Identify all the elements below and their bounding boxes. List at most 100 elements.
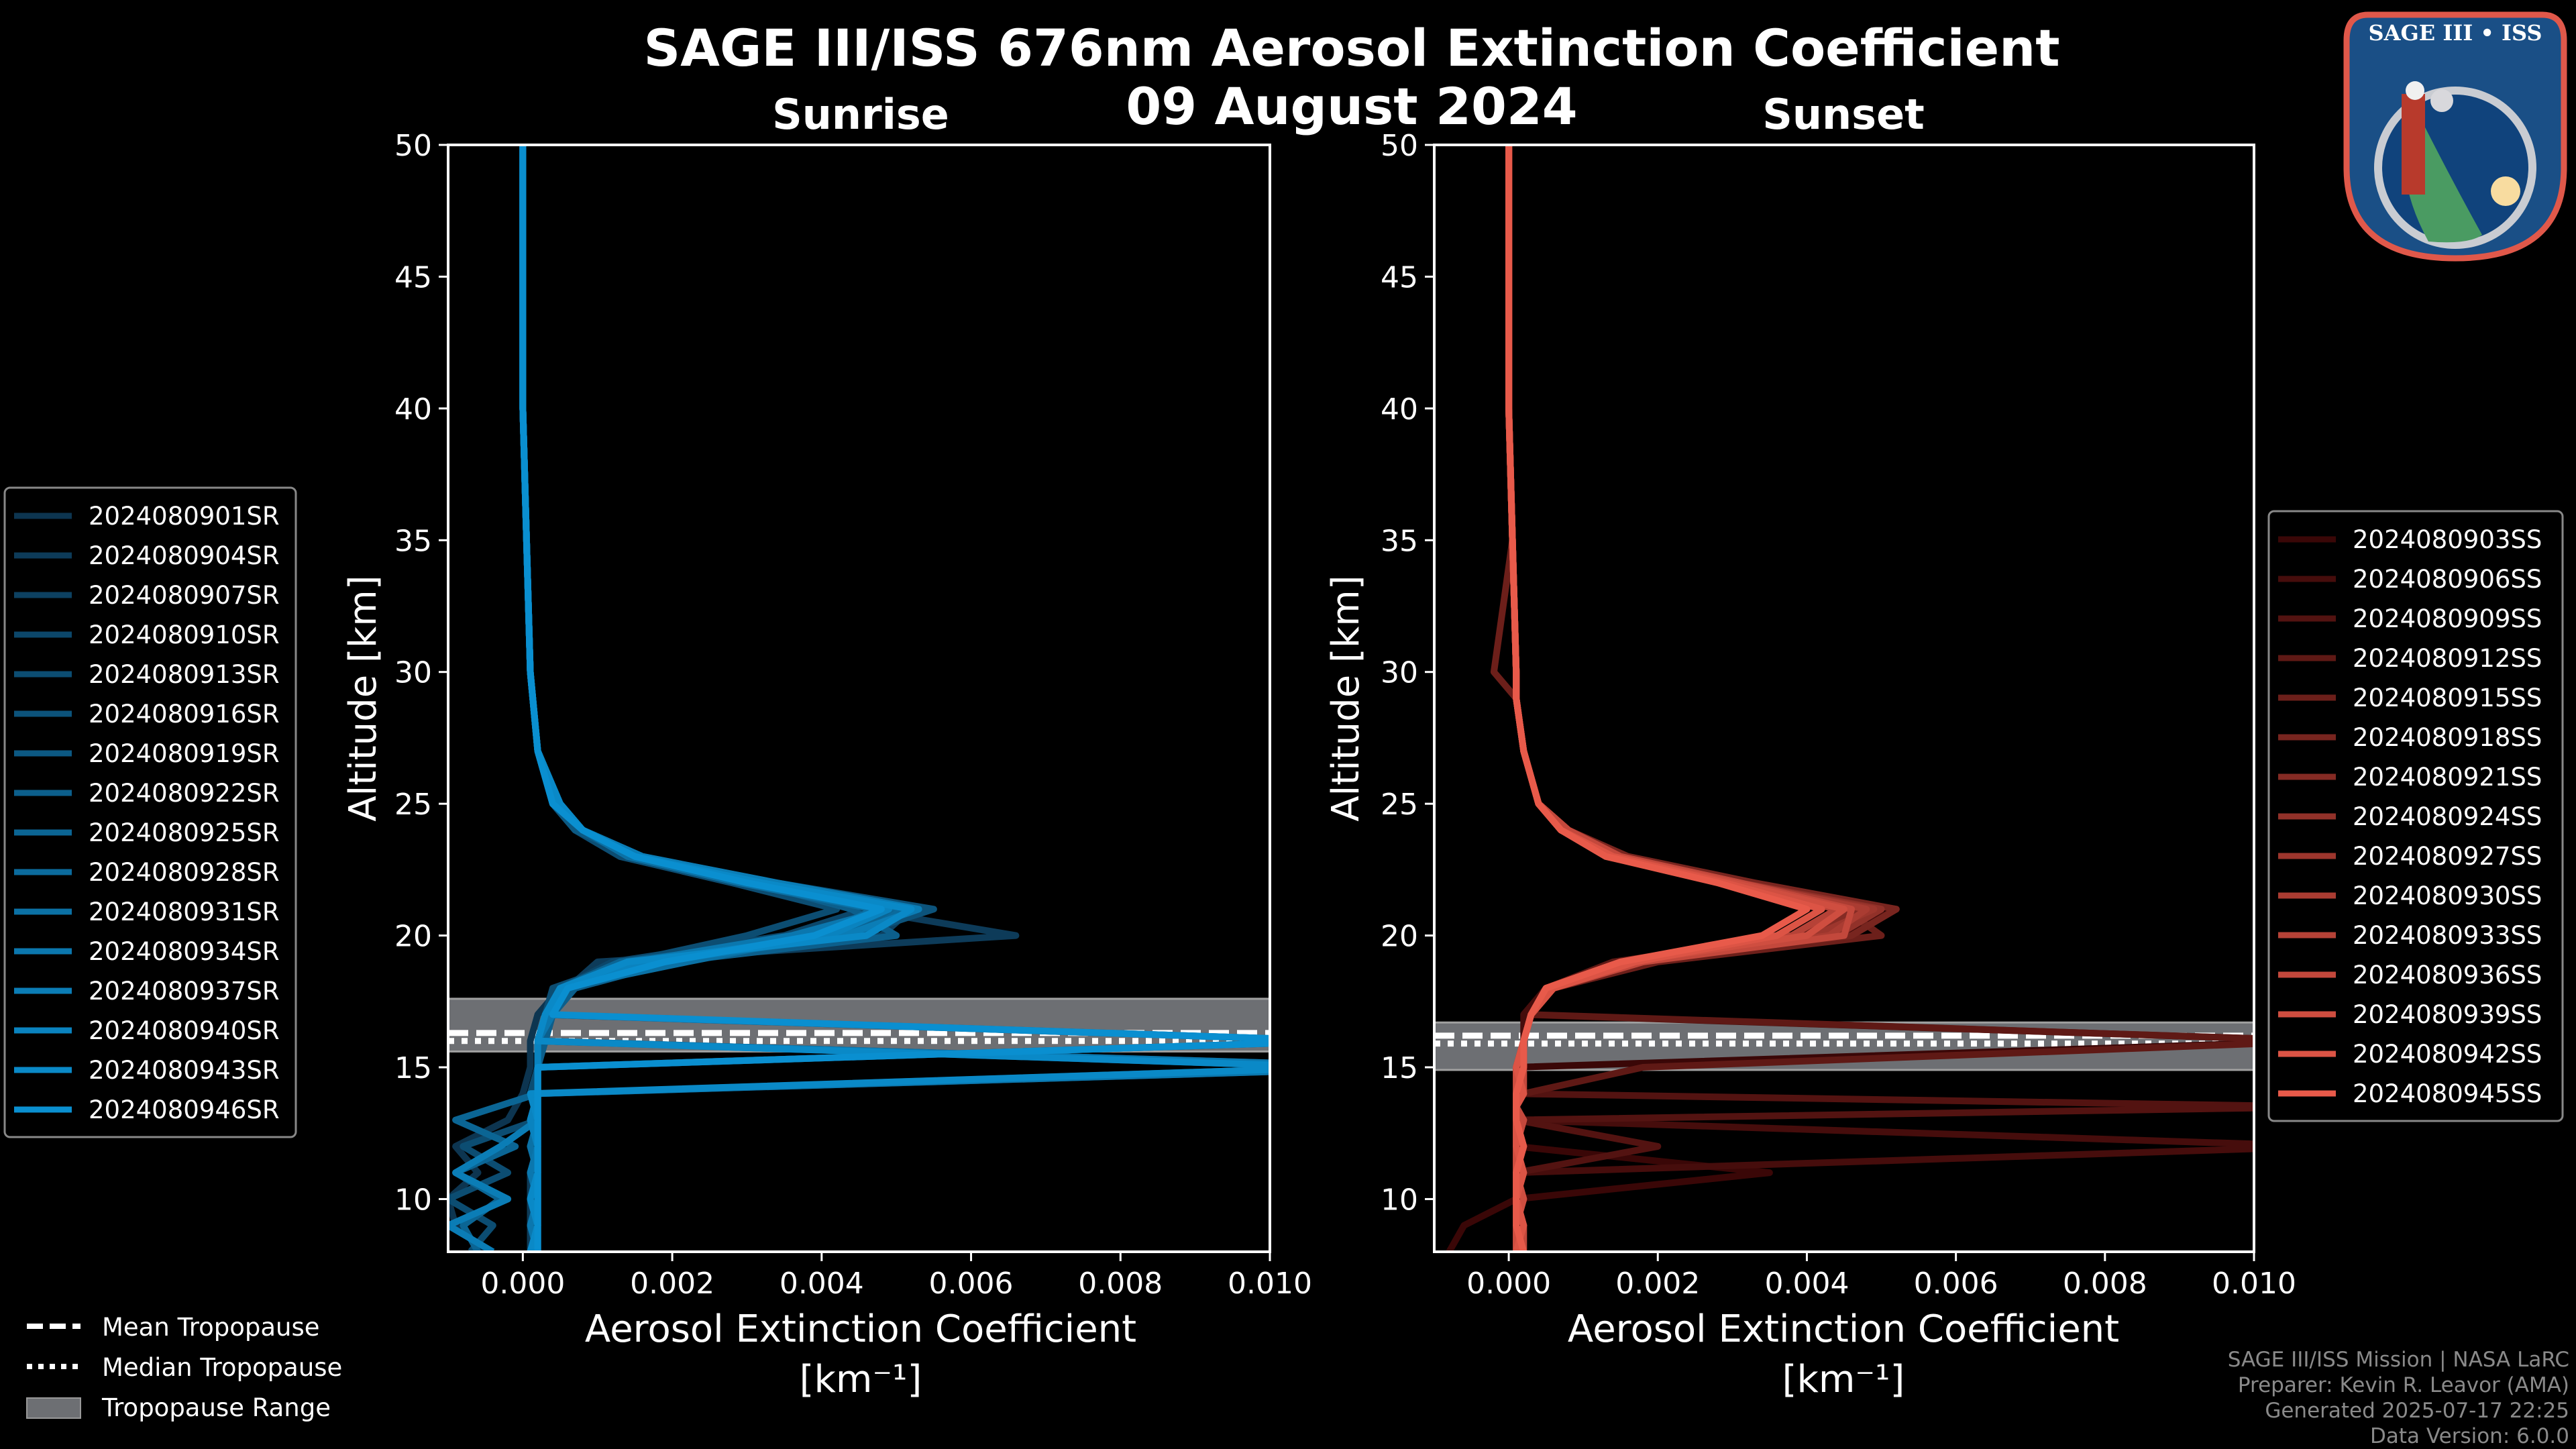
sunset-y-label: Altitude [km] bbox=[1324, 575, 1368, 821]
sunset-data-area bbox=[1434, 145, 2254, 1252]
legend-label: 2024080901SR bbox=[89, 502, 280, 531]
x-tick-label: 0.004 bbox=[780, 1267, 864, 1301]
credit-mission: SAGE III/ISS Mission | NASA LaRC bbox=[2228, 1348, 2569, 1372]
y-tick-label: 10 bbox=[394, 1183, 432, 1217]
tropopause-legend: Mean Tropopause Median Tropopause Tropop… bbox=[26, 1313, 342, 1422]
legend-label: 2024080924SS bbox=[2353, 802, 2542, 831]
sunrise-legend: 2024080901SR 2024080904SR 2024080907SR 2024… bbox=[3, 486, 297, 1138]
x-tick-label: 0.010 bbox=[2212, 1267, 2296, 1301]
legend-label: 2024080922SR bbox=[89, 779, 280, 808]
y-tick-label: 50 bbox=[1381, 129, 1418, 163]
credit-version: Data Version: 6.0.0 bbox=[2370, 1424, 2569, 1448]
sunrise-x-unit: [km⁻¹] bbox=[800, 1358, 922, 1401]
figure-title: SAGE III/ISS 676nm Aerosol Extinction Co… bbox=[643, 18, 2059, 78]
legend-label: 2024080931SR bbox=[89, 898, 280, 926]
profile-line-2024080912SS bbox=[1505, 145, 2254, 1252]
profile-line-2024080945SS bbox=[1505, 145, 1811, 1252]
y-tick-label: 30 bbox=[1381, 656, 1418, 690]
legend-label: 2024080946SR bbox=[89, 1095, 280, 1124]
y-tick-label: 50 bbox=[394, 129, 432, 163]
legend-label: 2024080913SR bbox=[89, 660, 280, 689]
profile-line-2024080943SR bbox=[519, 145, 1270, 1252]
profile-line-2024080934SR bbox=[519, 145, 1270, 1252]
legend-label: 2024080916SR bbox=[89, 700, 280, 729]
median-tropopause-label: Median Tropopause bbox=[102, 1353, 342, 1382]
sunrise-x-label: Aerosol Extinction Coefficient bbox=[585, 1307, 1136, 1351]
legend-label: 2024080918SS bbox=[2353, 723, 2542, 752]
profile-line-2024080906SS bbox=[1505, 145, 2254, 1252]
sunset-axes-frame bbox=[1433, 144, 2255, 1253]
x-tick-label: 0.006 bbox=[1914, 1267, 1998, 1301]
credit-preparer: Preparer: Kevin R. Leavor (AMA) bbox=[2238, 1373, 2569, 1397]
legend-label: 2024080934SR bbox=[89, 937, 280, 966]
x-tick-label: 0.000 bbox=[1466, 1267, 1551, 1301]
legend-label: 2024080904SR bbox=[89, 541, 280, 570]
y-tick-label: 25 bbox=[1381, 788, 1418, 822]
profile-line-2024080919SR bbox=[519, 145, 1270, 1252]
y-tick-label: 10 bbox=[1381, 1183, 1418, 1217]
sunrise-y-label: Altitude [km] bbox=[341, 575, 385, 821]
sunset-legend-frame bbox=[2267, 510, 2564, 1122]
sunset-legend: 2024080903SS 2024080906SS 2024080909SS 2024… bbox=[2267, 510, 2564, 1122]
legend-label: 2024080942SS bbox=[2353, 1040, 2542, 1069]
x-tick-label: 0.002 bbox=[630, 1267, 714, 1301]
legend-label: 2024080927SS bbox=[2353, 842, 2542, 871]
legend-label: 2024080921SS bbox=[2353, 763, 2542, 792]
x-tick-label: 0.000 bbox=[480, 1267, 565, 1301]
legend-label: 2024080943SR bbox=[89, 1056, 280, 1085]
x-tick-label: 0.008 bbox=[2063, 1267, 2147, 1301]
legend-label: 2024080910SR bbox=[89, 621, 280, 649]
legend-label: 2024080940SR bbox=[89, 1016, 280, 1045]
sunrise-title: Sunrise bbox=[772, 90, 949, 139]
sunset-x-label: Aerosol Extinction Coefficient bbox=[1568, 1307, 2119, 1351]
sunset-title: Sunset bbox=[1762, 90, 1925, 139]
legend-label: 2024080915SS bbox=[2353, 684, 2542, 712]
tropopause-range-swatch bbox=[26, 1397, 81, 1419]
legend-label: 2024080928SR bbox=[89, 858, 280, 887]
legend-label: 2024080903SS bbox=[2353, 525, 2542, 554]
y-tick-label: 45 bbox=[1381, 260, 1418, 294]
x-tick-label: 0.004 bbox=[1764, 1267, 1849, 1301]
y-tick-label: 25 bbox=[394, 788, 432, 822]
profile-line-2024080928SR bbox=[519, 145, 1270, 1252]
figure-date: 09 August 2024 bbox=[1126, 76, 1577, 136]
sunset-x-unit: [km⁻¹] bbox=[1782, 1358, 1905, 1401]
legend-label: 2024080919SR bbox=[89, 739, 280, 768]
legend-label: 2024080906SS bbox=[2353, 565, 2542, 594]
credits: SAGE III/ISS Mission | NASA LaRC Prepare… bbox=[2228, 1348, 2569, 1448]
y-tick-label: 45 bbox=[394, 260, 432, 294]
legend-label: 2024080925SR bbox=[89, 818, 280, 847]
legend-label: 2024080930SS bbox=[2353, 881, 2542, 910]
y-tick-label: 15 bbox=[1381, 1051, 1418, 1085]
legend-label: 2024080945SS bbox=[2353, 1079, 2542, 1108]
legend-label: 2024080937SR bbox=[89, 977, 280, 1006]
tropopause-range-label: Tropopause Range bbox=[101, 1393, 331, 1422]
y-tick-label: 20 bbox=[1381, 920, 1418, 954]
y-tick-label: 15 bbox=[394, 1051, 432, 1085]
legend-label: 2024080909SS bbox=[2353, 604, 2542, 633]
legend-label: 2024080936SS bbox=[2353, 961, 2542, 989]
profile-line-2024080910SR bbox=[519, 145, 1270, 1252]
legend-label: 2024080912SS bbox=[2353, 644, 2542, 673]
legend-label: 2024080939SS bbox=[2353, 1000, 2542, 1029]
legend-label: 2024080907SR bbox=[89, 581, 280, 610]
y-tick-label: 40 bbox=[1381, 392, 1418, 427]
profile-line-2024080909SS bbox=[1505, 145, 2254, 1252]
x-tick-label: 0.010 bbox=[1228, 1267, 1312, 1301]
profile-line-2024080904SR bbox=[519, 145, 1270, 1252]
y-tick-label: 40 bbox=[394, 392, 432, 427]
x-tick-label: 0.006 bbox=[929, 1267, 1014, 1301]
y-tick-label: 35 bbox=[394, 524, 432, 558]
y-tick-label: 20 bbox=[394, 920, 432, 954]
profile-line-2024080946SR bbox=[519, 145, 1270, 1252]
sunrise-legend-frame bbox=[3, 486, 297, 1138]
sunrise-data-area bbox=[448, 145, 1270, 1252]
y-tick-label: 30 bbox=[394, 656, 432, 690]
sage-iii-iss-logo: SAGE III • ISS bbox=[2343, 11, 2567, 262]
mean-tropopause-label: Mean Tropopause bbox=[102, 1313, 320, 1342]
x-tick-label: 0.002 bbox=[1615, 1267, 1700, 1301]
sunrise-axes-frame bbox=[447, 144, 1271, 1253]
logo-title: SAGE III • ISS bbox=[2369, 20, 2542, 46]
sunrise-plot: 0.000 0.002 0.004 0.006 0.008 0.010 10 15 20 25 30… bbox=[394, 129, 1312, 1301]
